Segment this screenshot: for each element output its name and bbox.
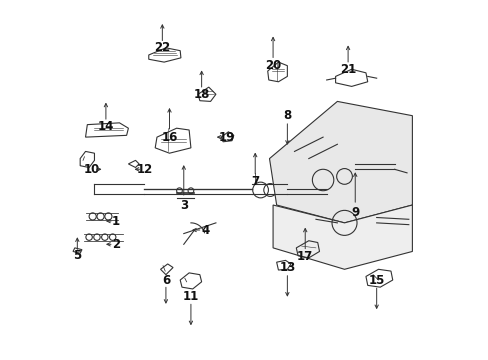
Text: 16: 16 xyxy=(161,131,177,144)
Text: 21: 21 xyxy=(339,63,355,76)
Text: 14: 14 xyxy=(98,120,114,133)
Text: 17: 17 xyxy=(297,250,313,263)
Text: 13: 13 xyxy=(279,261,295,274)
Text: 6: 6 xyxy=(162,274,170,287)
Text: 19: 19 xyxy=(218,131,234,144)
Text: 3: 3 xyxy=(180,198,187,212)
Text: 5: 5 xyxy=(73,249,81,262)
Text: 7: 7 xyxy=(251,175,259,188)
Text: 22: 22 xyxy=(154,41,170,54)
Polygon shape xyxy=(272,205,411,269)
Text: 20: 20 xyxy=(264,59,281,72)
Text: 9: 9 xyxy=(350,206,359,219)
Text: 18: 18 xyxy=(193,88,209,101)
Polygon shape xyxy=(269,102,411,223)
Text: 4: 4 xyxy=(201,224,209,237)
Text: 10: 10 xyxy=(83,163,100,176)
Text: 1: 1 xyxy=(112,215,120,228)
Text: 11: 11 xyxy=(183,289,199,303)
Text: 8: 8 xyxy=(283,109,291,122)
Text: 15: 15 xyxy=(368,274,384,287)
Text: 12: 12 xyxy=(136,163,152,176)
Text: 2: 2 xyxy=(112,238,120,251)
